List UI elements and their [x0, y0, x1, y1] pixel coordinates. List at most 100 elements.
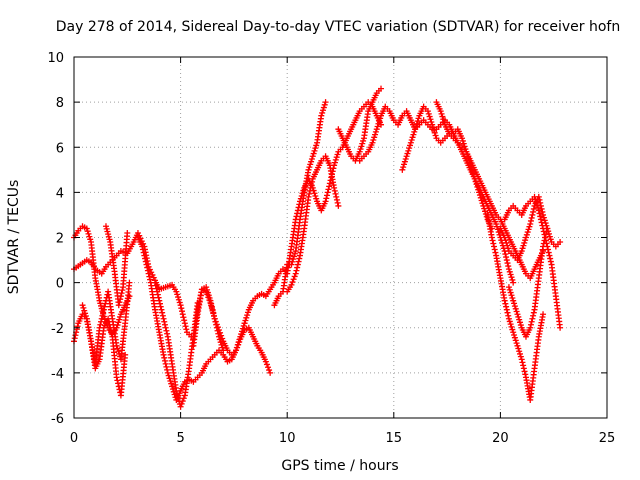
data-point-marker	[239, 325, 246, 332]
data-point-marker	[290, 256, 297, 263]
data-point-marker	[152, 282, 159, 289]
data-point-marker	[508, 323, 515, 330]
data-point-marker	[144, 264, 151, 271]
data-point-marker	[372, 131, 379, 138]
series-trace-f	[134, 234, 248, 403]
data-point-marker	[525, 226, 532, 233]
data-point-marker	[535, 193, 542, 200]
data-point-marker	[158, 306, 165, 313]
data-point-marker	[86, 233, 93, 240]
data-point-marker	[530, 205, 537, 212]
data-point-marker	[520, 362, 527, 369]
data-point-marker	[239, 328, 246, 335]
data-point-marker	[176, 299, 183, 306]
data-point-marker	[150, 274, 157, 281]
data-point-marker	[545, 249, 552, 256]
data-point-marker	[333, 196, 340, 203]
data-point-marker	[432, 132, 439, 139]
data-point-marker	[413, 120, 420, 127]
data-point-marker	[294, 261, 301, 268]
data-point-marker	[115, 302, 122, 309]
data-point-marker	[438, 110, 445, 117]
data-point-marker	[164, 366, 171, 373]
data-point-marker	[162, 360, 169, 367]
data-point-marker	[407, 139, 414, 146]
data-point-marker	[526, 223, 533, 230]
data-point-marker	[179, 311, 186, 318]
data-point-marker	[320, 107, 327, 114]
data-point-marker	[153, 285, 160, 292]
data-point-marker	[508, 274, 515, 281]
x-tick-label: 20	[492, 431, 509, 446]
grid-lines	[74, 57, 607, 418]
data-point-marker	[460, 140, 467, 147]
data-point-marker	[180, 314, 187, 321]
y-tick-label: 0	[56, 277, 64, 292]
y-tick-label: 2	[56, 232, 64, 247]
data-point-marker	[518, 356, 525, 363]
data-point-marker	[208, 303, 215, 310]
data-point-marker	[117, 313, 124, 320]
data-point-marker	[313, 142, 320, 149]
data-point-marker	[177, 403, 184, 410]
data-point-marker	[115, 348, 122, 355]
series-trace-d	[79, 279, 133, 367]
data-point-marker	[180, 395, 187, 402]
x-tick-label: 5	[176, 431, 184, 446]
data-point-marker	[509, 294, 516, 301]
data-point-marker	[516, 316, 523, 323]
data-point-marker	[119, 287, 126, 294]
data-point-marker	[491, 243, 498, 250]
y-tick-label: -6	[51, 412, 64, 427]
data-point-marker	[476, 189, 483, 196]
data-point-marker	[508, 292, 515, 299]
data-point-marker	[510, 279, 517, 286]
data-point-marker	[543, 222, 550, 229]
data-point-marker	[502, 300, 509, 307]
data-point-marker	[244, 312, 251, 319]
data-point-marker	[505, 315, 512, 322]
data-point-marker	[426, 113, 433, 120]
data-point-marker	[100, 309, 107, 316]
data-point-marker	[374, 123, 381, 130]
data-point-marker	[206, 294, 213, 301]
data-point-marker	[474, 183, 481, 190]
data-point-marker	[404, 150, 411, 157]
data-point-marker	[520, 242, 527, 249]
data-point-marker	[545, 246, 552, 253]
data-point-marker	[412, 123, 419, 130]
data-point-marker	[425, 110, 432, 117]
data-point-marker	[175, 294, 182, 301]
data-point-marker	[506, 286, 513, 293]
data-point-marker	[331, 184, 338, 191]
data-point-marker	[289, 258, 296, 265]
data-point-marker	[357, 146, 364, 153]
data-point-marker	[429, 121, 436, 128]
data-point-marker	[333, 154, 340, 161]
data-point-marker	[372, 128, 379, 135]
data-point-marker	[160, 315, 167, 322]
data-point-marker	[240, 322, 247, 329]
data-point-marker	[427, 116, 434, 123]
data-point-marker	[332, 190, 339, 197]
data-point-marker	[403, 153, 410, 160]
data-point-marker	[241, 320, 248, 327]
data-point-marker	[402, 155, 409, 162]
data-point-marker	[557, 324, 564, 331]
data-point-marker	[502, 237, 509, 244]
data-point-marker	[220, 347, 227, 354]
data-point-marker	[505, 245, 512, 252]
data-point-marker	[521, 368, 528, 375]
data-point-marker	[308, 181, 315, 188]
data-point-marker	[488, 234, 495, 241]
data-point-marker	[207, 297, 214, 304]
y-tick-label: 4	[56, 186, 64, 201]
data-point-marker	[219, 344, 226, 351]
data-point-marker	[143, 261, 150, 268]
data-point-marker	[476, 192, 483, 199]
data-point-marker	[169, 386, 176, 393]
y-tick-label: 10	[47, 51, 64, 66]
data-point-marker	[358, 143, 365, 150]
data-point-marker	[163, 327, 170, 334]
